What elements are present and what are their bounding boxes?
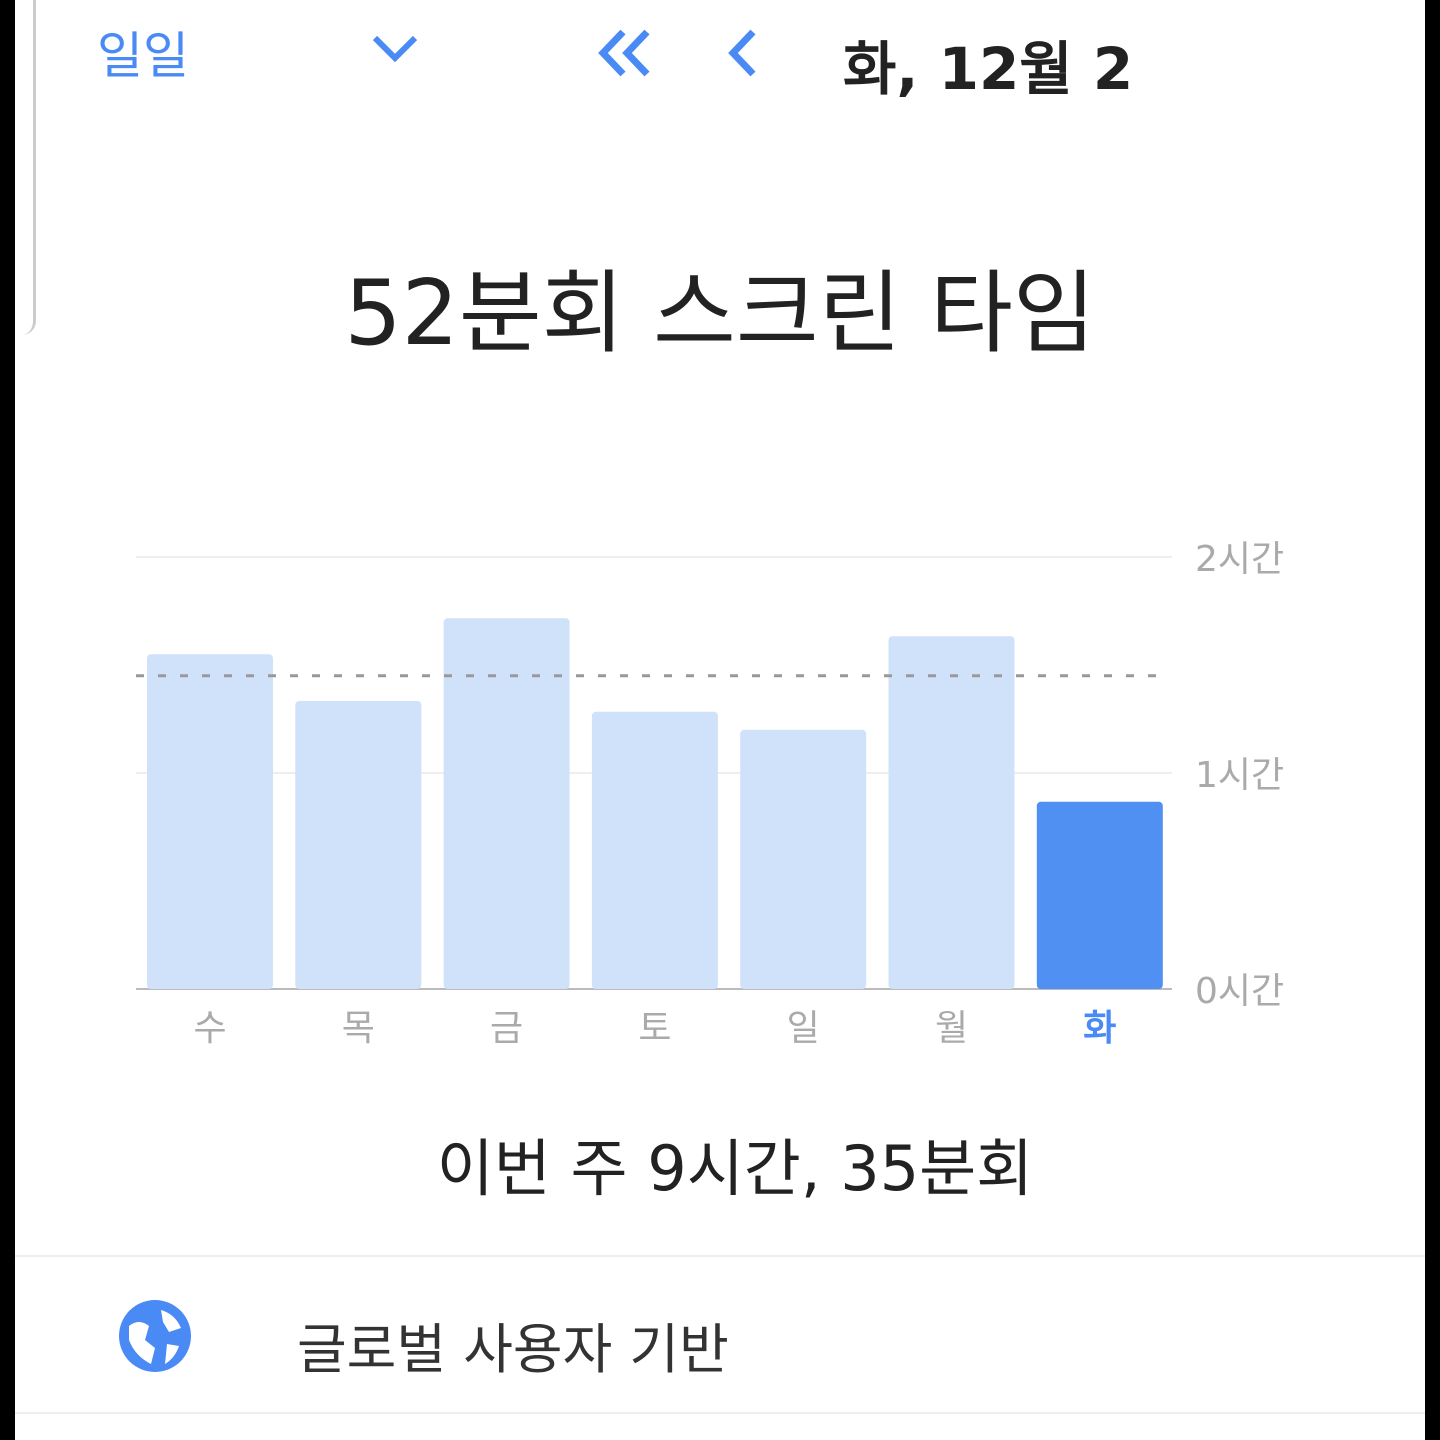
y-tick-label: 0시간	[1195, 971, 1284, 1012]
y-tick-label: 2시간	[1195, 539, 1284, 580]
globe-icon	[119, 1300, 191, 1372]
x-tick-label: 화	[1083, 1008, 1116, 1049]
bar-금	[443, 618, 570, 989]
bar-수	[147, 654, 273, 989]
x-tick-label: 토	[638, 1008, 671, 1049]
bar-목	[295, 701, 422, 989]
chevron-left-icon[interactable]	[723, 28, 763, 78]
x-tick-label: 수	[193, 1008, 226, 1049]
bar-일	[740, 729, 867, 989]
x-tick-label: 월	[935, 1008, 968, 1049]
week-total: 이번 주 9시간, 35분회	[436, 1132, 1034, 1205]
divider	[15, 1412, 1425, 1414]
y-tick-label: 1시간	[1195, 755, 1284, 796]
bar-월	[888, 636, 1015, 989]
double-chevron-left-icon[interactable]	[595, 28, 655, 78]
divider	[15, 1255, 1425, 1257]
x-tick-label: 일	[787, 1008, 820, 1049]
bar-화	[1036, 801, 1163, 989]
current-date: 화, 12월 2	[843, 35, 1134, 103]
card-edge	[15, 0, 36, 335]
screen-time-title: 52분회 스크린 타임	[344, 261, 1096, 366]
global-users-row[interactable]: 글로벌 사용자 기반	[297, 1318, 729, 1381]
range-selector-label[interactable]: 일일	[97, 27, 189, 85]
x-tick-label: 목	[342, 1008, 375, 1049]
chevron-down-icon[interactable]	[370, 28, 420, 68]
bar-토	[591, 711, 718, 989]
x-tick-label: 금	[490, 1008, 523, 1049]
